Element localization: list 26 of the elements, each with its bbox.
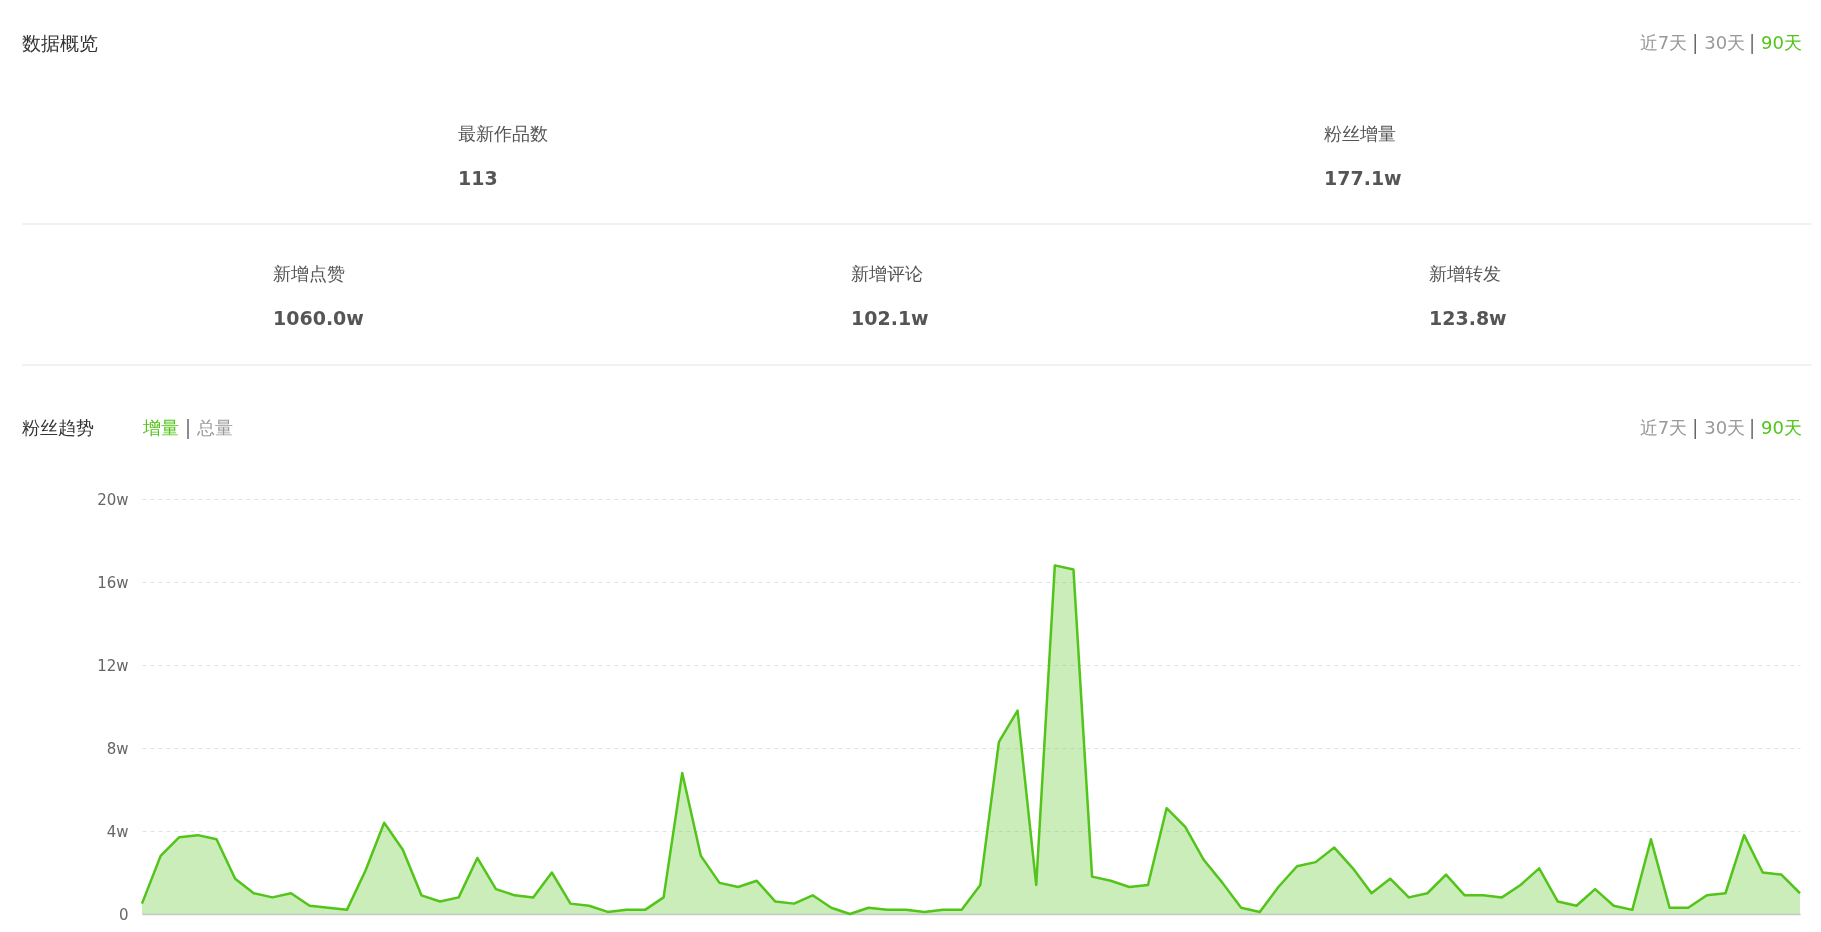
y-tick-label: 20w	[97, 490, 129, 509]
text: 123.8w	[1429, 307, 1507, 329]
text: 数据概览	[22, 32, 98, 54]
text: 总量	[196, 417, 233, 438]
text: 30天	[1704, 32, 1746, 53]
text: 102.1w	[851, 307, 929, 329]
text: 最新作品数	[458, 123, 548, 144]
y-tick-label: 16w	[97, 573, 129, 592]
y-tick-label: 8w	[106, 739, 129, 758]
text: 近7天	[1639, 32, 1688, 53]
text: 新增转发	[1429, 263, 1501, 284]
text: 新增点赞	[273, 263, 345, 284]
text: 90天	[1761, 32, 1803, 53]
chart-title: 粉丝趋势	[22, 417, 94, 438]
text: 177.1w	[1324, 167, 1402, 189]
text: 90天	[1761, 417, 1803, 438]
y-tick-label: 0	[118, 905, 129, 924]
y-tick-label: 4w	[106, 822, 129, 841]
text: 新增评论	[851, 263, 923, 284]
y-tick-label: 12w	[97, 656, 129, 675]
text: 近7天	[1639, 417, 1688, 438]
text: 30天	[1704, 417, 1746, 438]
text: 粉丝增量	[1324, 123, 1396, 144]
text: 增量	[142, 417, 179, 438]
text: 113	[458, 167, 498, 189]
text: 1060.0w	[273, 307, 364, 329]
